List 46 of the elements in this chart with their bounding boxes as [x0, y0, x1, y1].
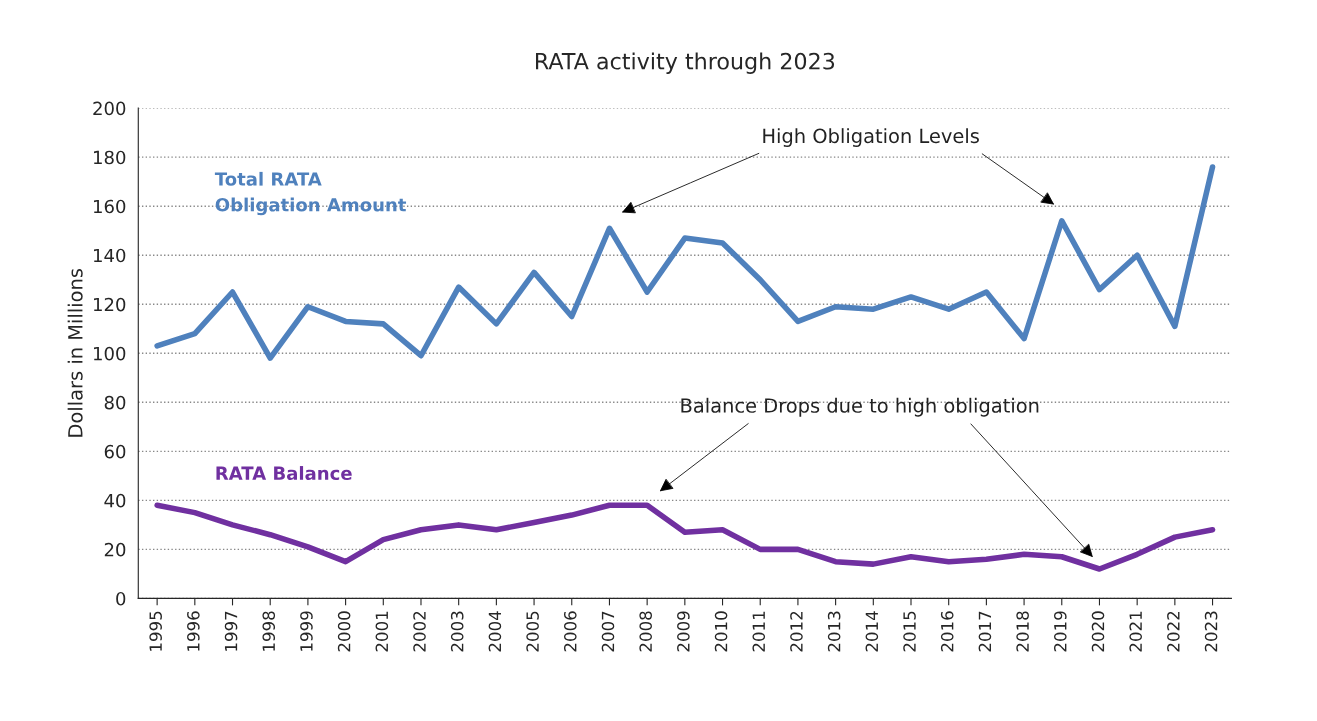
y-tick-label: 180 [94, 150, 126, 165]
chart-title: RATA activity through 2023 [536, 52, 835, 74]
x-tick-label: 2010 [714, 611, 728, 652]
x-tick-label: 2019 [1054, 611, 1067, 652]
x-tick-label: 2005 [526, 611, 539, 652]
x-tick-label: 2020 [1091, 611, 1105, 652]
x-tick-label: 1997 [224, 611, 238, 651]
y-tick-label: 0 [116, 591, 126, 606]
y-tick-label: 80 [104, 395, 126, 410]
x-tick-label: 1999 [300, 611, 313, 651]
y-tick-label: 200 [93, 101, 126, 116]
x-tick-label: 2002 [413, 611, 426, 652]
annotation: High Obligation Levels [763, 128, 979, 147]
y-tick-label: 160 [94, 199, 126, 214]
text: Total RATA Obligation Amount [214, 171, 407, 216]
x-tick-label: 2009 [677, 611, 690, 652]
y-axis-title: Dollars in Millions [67, 268, 83, 437]
x-tick-label: 2014 [865, 611, 879, 652]
annotation: Balance Drops due to high obligation [681, 397, 1039, 417]
x-tick-label: 2004 [488, 611, 502, 652]
x-tick-label: 2015 [903, 611, 916, 652]
x-tick-label: 2016 [940, 611, 954, 652]
y-tick-label: 140 [94, 248, 126, 263]
x-tick-label: 1996 [187, 611, 200, 651]
x-tick-label: 2011 [752, 611, 766, 652]
x-tick-label: 2000 [337, 611, 351, 652]
x-tick-label: 1995 [149, 611, 162, 651]
x-tick-label: 2022 [1167, 611, 1180, 652]
x-tick-label: 2018 [1016, 611, 1029, 652]
x-tick-label: 1998 [262, 611, 276, 651]
x-tick-label: 2001 [375, 611, 389, 652]
text: RATA Balance [216, 466, 352, 481]
y-tick-label: 100 [94, 346, 126, 361]
x-tick-label: 2006 [563, 611, 577, 652]
x-tick-label: 2023 [1204, 611, 1218, 652]
x-tick-label: 2007 [601, 611, 615, 652]
x-tick-label: 2008 [639, 611, 652, 652]
x-tick-label: 2013 [827, 611, 841, 652]
x-tick-label: 2003 [450, 611, 464, 652]
y-tick-label: 20 [104, 542, 126, 557]
x-tick-label: 2012 [790, 611, 803, 652]
y-tick-label: 40 [104, 493, 126, 508]
x-tick-label: 2017 [978, 611, 992, 652]
y-tick-label: 60 [104, 444, 126, 459]
x-tick-label: 2021 [1129, 611, 1142, 652]
y-tick-label: 120 [94, 297, 126, 312]
